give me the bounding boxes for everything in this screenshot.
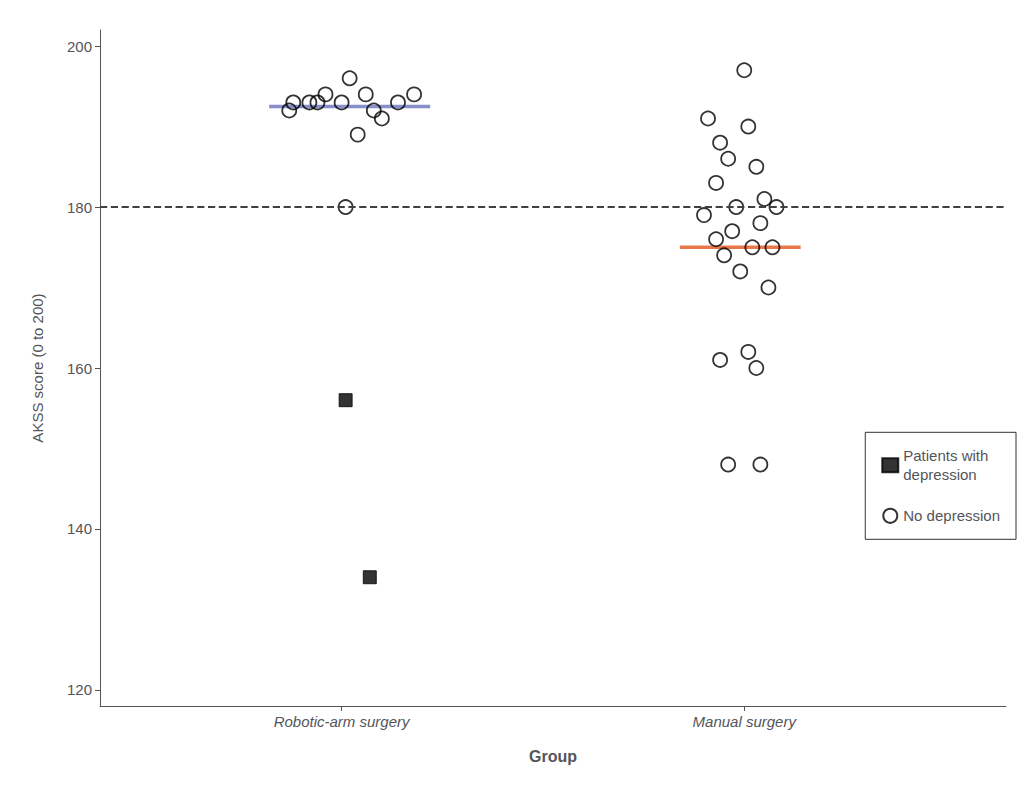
svg-text:Patients with: Patients with [903,447,988,464]
svg-text:No depression: No depression [903,507,1000,524]
svg-text:160: 160 [67,360,92,377]
svg-text:AKSS score (0 to 200): AKSS score (0 to 200) [29,293,46,442]
svg-text:200: 200 [67,38,92,55]
svg-text:depression: depression [903,466,976,483]
svg-text:120: 120 [67,681,92,698]
svg-text:180: 180 [67,199,92,216]
svg-text:Robotic-arm surgery: Robotic-arm surgery [274,713,411,730]
svg-text:140: 140 [67,520,92,537]
svg-text:Group: Group [529,748,577,765]
svg-text:Manual surgery: Manual surgery [693,713,798,730]
